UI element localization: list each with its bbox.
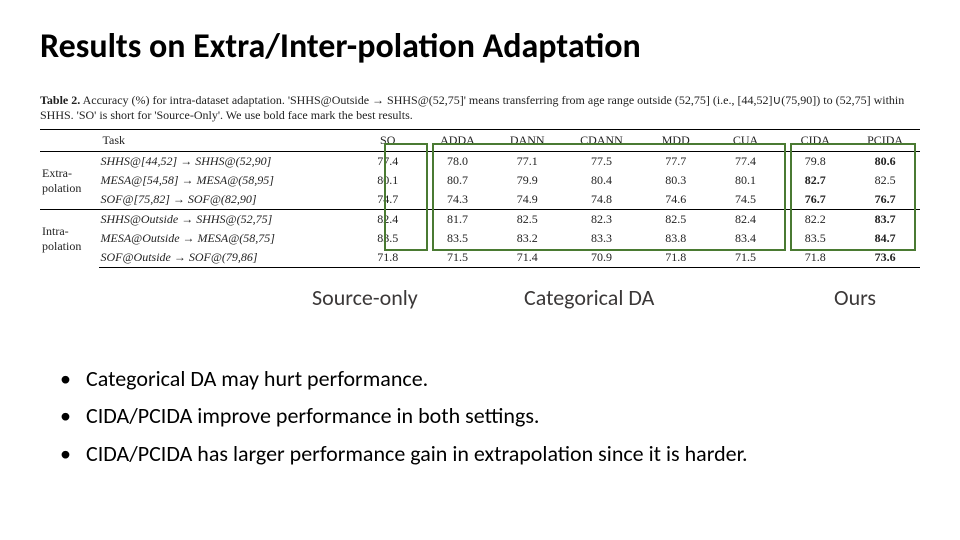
col-header: CIDA	[780, 130, 850, 152]
bullet-list: •Categorical DA may hurt performance.•CI…	[40, 360, 920, 472]
col-header: SO	[353, 130, 423, 152]
col-header: DANN	[492, 130, 562, 152]
value-cell: 83.5	[780, 229, 850, 248]
table-row: SOF@Outside → SOF@(79,86]71.871.571.470.…	[40, 248, 920, 268]
value-cell: 83.8	[641, 229, 711, 248]
table-row: Extra-polationSHHS@[44,52] → SHHS@(52,90…	[40, 152, 920, 172]
value-cell: 80.1	[711, 171, 781, 190]
bullet-text: CIDA/PCIDA has larger performance gain i…	[86, 435, 748, 472]
list-item: •CIDA/PCIDA improve performance in both …	[60, 397, 920, 434]
caption-text: Accuracy (%) for intra-dataset adaptatio…	[40, 93, 904, 122]
value-cell: 82.5	[641, 210, 711, 230]
label-ours: Ours	[834, 284, 876, 311]
bullet-dot: •	[60, 397, 86, 434]
value-cell: 80.7	[423, 171, 493, 190]
value-cell: 77.7	[641, 152, 711, 172]
table-row: Intra-polationSHHS@Outside → SHHS@(52,75…	[40, 210, 920, 230]
value-cell: 74.6	[641, 190, 711, 210]
task-cell: MESA@Outside → MESA@(58,75]	[99, 229, 353, 248]
bullet-dot: •	[60, 435, 86, 472]
table-number: Table 2.	[40, 93, 80, 107]
value-cell: 77.1	[492, 152, 562, 172]
value-cell: 80.1	[353, 171, 423, 190]
value-cell: 82.3	[562, 210, 641, 230]
value-cell: 70.9	[562, 248, 641, 268]
value-cell: 71.8	[353, 248, 423, 268]
value-cell: 74.7	[353, 190, 423, 210]
value-cell: 74.3	[423, 190, 493, 210]
task-cell: MESA@[54,58] → MESA@(58,95]	[99, 171, 353, 190]
value-cell: 78.0	[423, 152, 493, 172]
value-cell: 71.8	[780, 248, 850, 268]
table-row: MESA@[54,58] → MESA@(58,95]80.180.779.98…	[40, 171, 920, 190]
value-cell: 77.5	[562, 152, 641, 172]
value-cell: 71.5	[711, 248, 781, 268]
value-cell: 82.4	[353, 210, 423, 230]
list-item: •Categorical DA may hurt performance.	[60, 360, 920, 397]
col-header: PCIDA	[850, 130, 920, 152]
value-cell: 74.9	[492, 190, 562, 210]
task-cell: SHHS@[44,52] → SHHS@(52,90]	[99, 152, 353, 172]
row-group-label: Intra-polation	[40, 210, 99, 268]
row-group-label: Extra-polation	[40, 152, 99, 210]
bullet-dot: •	[60, 360, 86, 397]
value-cell: 80.4	[562, 171, 641, 190]
value-cell: 79.8	[780, 152, 850, 172]
value-cell: 82.5	[850, 171, 920, 190]
value-cell: 74.8	[562, 190, 641, 210]
value-cell: 74.5	[711, 190, 781, 210]
results-table-wrap: TaskSOADDADANNCDANNMDDCUACIDAPCIDA Extra…	[40, 129, 920, 268]
bullet-text: CIDA/PCIDA improve performance in both s…	[86, 397, 539, 434]
value-cell: 76.7	[850, 190, 920, 210]
value-cell: 82.5	[492, 210, 562, 230]
value-cell: 73.6	[850, 248, 920, 268]
col-header: ADDA	[423, 130, 493, 152]
value-cell: 77.4	[711, 152, 781, 172]
page-title: Results on Extra/Inter-polation Adaptati…	[40, 26, 920, 67]
value-cell: 83.7	[850, 210, 920, 230]
col-header: Task	[99, 130, 353, 152]
col-header: CDANN	[562, 130, 641, 152]
value-cell: 83.5	[423, 229, 493, 248]
table-row: SOF@[75,82] → SOF@(82,90]74.774.374.974.…	[40, 190, 920, 210]
label-categorical-da: Categorical DA	[524, 284, 654, 311]
value-cell: 82.7	[780, 171, 850, 190]
value-cell: 83.3	[562, 229, 641, 248]
label-source-only: Source-only	[312, 284, 418, 311]
value-cell: 84.7	[850, 229, 920, 248]
value-cell: 80.3	[641, 171, 711, 190]
task-cell: SHHS@Outside → SHHS@(52,75]	[99, 210, 353, 230]
value-cell: 81.7	[423, 210, 493, 230]
table-row: MESA@Outside → MESA@(58,75]83.583.583.28…	[40, 229, 920, 248]
col-blank	[40, 130, 99, 152]
value-cell: 77.4	[353, 152, 423, 172]
col-header: CUA	[711, 130, 781, 152]
results-table: TaskSOADDADANNCDANNMDDCUACIDAPCIDA Extra…	[40, 129, 920, 268]
value-cell: 83.5	[353, 229, 423, 248]
value-cell: 76.7	[780, 190, 850, 210]
value-cell: 71.5	[423, 248, 493, 268]
value-cell: 83.2	[492, 229, 562, 248]
table-header-row: TaskSOADDADANNCDANNMDDCUACIDAPCIDA	[40, 130, 920, 152]
value-cell: 71.8	[641, 248, 711, 268]
bullet-text: Categorical DA may hurt performance.	[86, 360, 428, 397]
value-cell: 83.4	[711, 229, 781, 248]
value-cell: 80.6	[850, 152, 920, 172]
value-cell: 71.4	[492, 248, 562, 268]
table-caption: Table 2. Accuracy (%) for intra-dataset …	[40, 93, 920, 123]
value-cell: 82.2	[780, 210, 850, 230]
group-labels: Source-only Categorical DA Ours	[40, 284, 920, 324]
list-item: •CIDA/PCIDA has larger performance gain …	[60, 435, 920, 472]
value-cell: 82.4	[711, 210, 781, 230]
col-header: MDD	[641, 130, 711, 152]
task-cell: SOF@[75,82] → SOF@(82,90]	[99, 190, 353, 210]
task-cell: SOF@Outside → SOF@(79,86]	[99, 248, 353, 268]
value-cell: 79.9	[492, 171, 562, 190]
